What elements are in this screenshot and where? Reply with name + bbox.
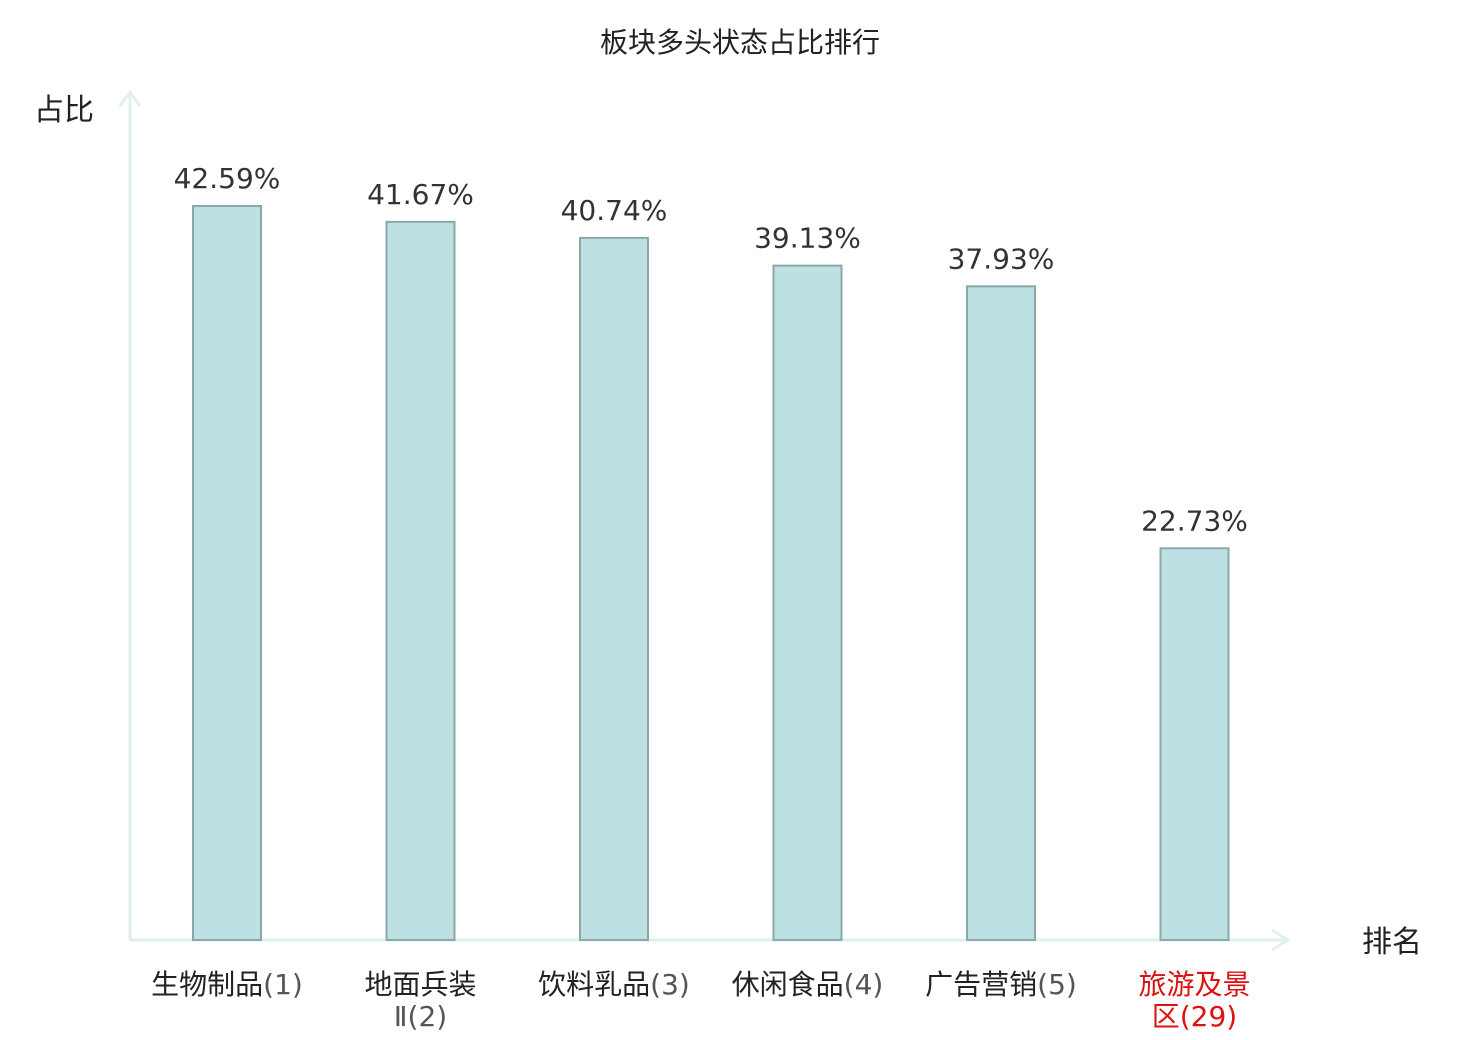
value-label: 39.13% xyxy=(754,222,861,255)
category-name: 生物制品 xyxy=(151,968,263,1001)
x-axis-label: 排名 xyxy=(1362,925,1422,960)
y-axis xyxy=(118,89,142,940)
value-label: 22.73% xyxy=(1141,504,1248,537)
category-rank: (3) xyxy=(650,968,690,1001)
category-label: 休闲食品(4) xyxy=(732,968,884,1001)
chart-title: 板块多头状态占比排行 xyxy=(600,26,880,59)
bar xyxy=(966,285,1036,942)
category-name: 休闲食品 xyxy=(732,968,844,1001)
category-rank: (1) xyxy=(263,968,303,1001)
y-axis-arrow xyxy=(118,89,142,107)
bar xyxy=(385,220,456,942)
value-label: 37.93% xyxy=(948,242,1055,275)
value-label: 42.59% xyxy=(174,162,281,195)
x-axis xyxy=(130,928,1291,952)
y-axis-label: 占比 xyxy=(34,93,94,128)
category-rank: (4) xyxy=(844,968,884,1001)
bar xyxy=(772,264,843,942)
category-name: 地面兵装 xyxy=(364,968,476,1001)
category-name: 旅游及景 xyxy=(1138,968,1250,1001)
bar xyxy=(579,236,649,941)
value-label: 40.74% xyxy=(561,194,668,227)
category-label: 生物制品(1) xyxy=(151,968,303,1001)
value-label: 41.67% xyxy=(367,178,474,211)
category-label: 广告营销(5) xyxy=(925,968,1077,1001)
category-label: 饮料乳品(3) xyxy=(538,968,690,1001)
x-axis-arrow xyxy=(1271,928,1291,952)
bar xyxy=(192,205,262,941)
category-rank: (5) xyxy=(1037,968,1077,1001)
category-rank: Ⅱ(2) xyxy=(394,1000,447,1033)
category-name: 广告营销 xyxy=(925,968,1037,1001)
bar xyxy=(1159,547,1230,941)
category-name: 饮料乳品 xyxy=(538,968,650,1001)
category-rank: 区(29) xyxy=(1152,1000,1237,1033)
